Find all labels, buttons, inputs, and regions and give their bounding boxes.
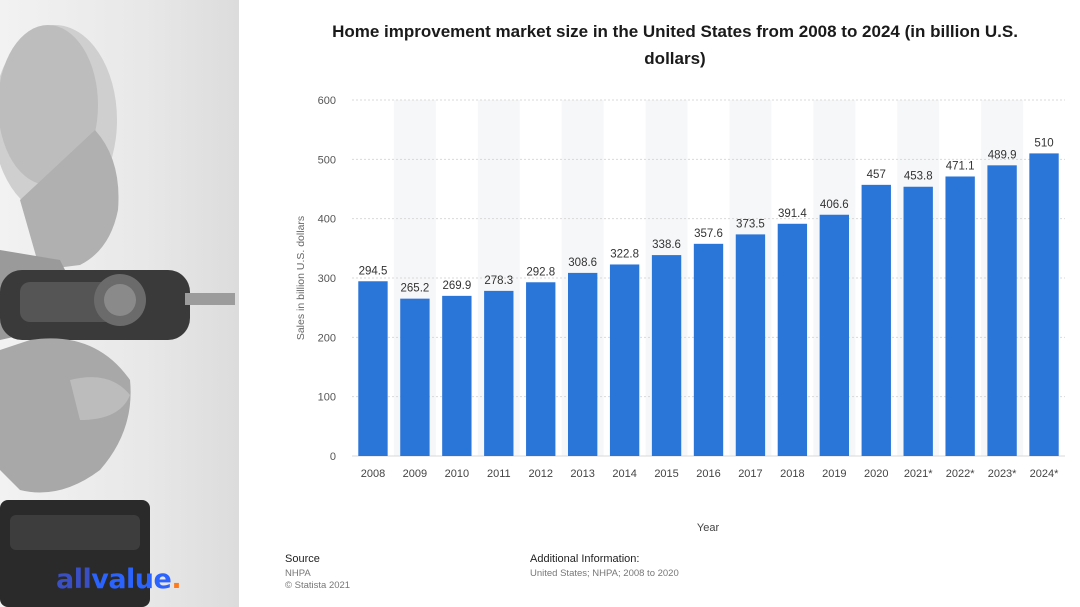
x-tick-label: 2017 [738,468,762,480]
bar-2010[interactable] [442,295,472,456]
value-label: 357.6 [694,228,723,240]
value-label: 269.9 [442,280,471,292]
x-tick-label: 2008 [361,468,385,480]
promo-photo: allvalue. [0,0,239,607]
x-tick-label: 2014 [612,468,636,480]
value-label: 308.6 [568,257,597,269]
y-axis-title: Sales in billion U.S. dollars [295,216,307,340]
value-label: 338.6 [652,239,681,251]
value-label: 457 [867,169,886,181]
bar-2022*[interactable] [945,176,975,457]
x-tick-label: 2020 [864,468,888,480]
y-tick-label: 200 [318,332,336,344]
x-axis-title: Year [697,522,720,534]
source-label: Source [285,553,320,565]
bar-2012[interactable] [526,282,556,456]
x-tick-label: 2019 [822,468,846,480]
bar-2015[interactable] [651,255,682,456]
x-tick-label: 2018 [780,468,804,480]
value-label: 322.8 [610,248,639,260]
bar-2019[interactable] [819,214,850,456]
bar-2017[interactable] [735,234,766,456]
y-tick-label: 0 [330,451,336,463]
additional-info-label: Additional Information: [530,553,640,565]
source-block: Source NHPA © Statista 2021 [285,553,350,592]
additional-info-text: United States; NHPA; 2008 to 2020 [530,568,679,579]
brand-logo: allvalue. [56,564,182,595]
x-tick-label: 2010 [445,468,469,480]
bar-chart: 294.5 265.2 269.9 278.3 292.8 308.6 322.8 338.6… [295,95,1065,534]
y-tick-label: 600 [318,95,336,107]
y-tick-label: 100 [318,392,336,404]
x-tick-label: 2024* [1030,468,1059,480]
x-tick-label: 2023* [988,468,1017,480]
bar-2009[interactable] [400,298,430,456]
bar-2020[interactable] [861,184,891,456]
bar-2011[interactable] [484,290,514,456]
value-label: 471.1 [946,160,975,172]
copyright: © Statista 2021 [285,580,351,591]
x-tick-label: 2016 [696,468,720,480]
x-tick-label: 2013 [570,468,594,480]
value-label: 292.8 [526,266,555,278]
x-tick-label: 2022* [946,468,975,480]
y-tick-label: 400 [318,214,336,226]
bar-2021*[interactable] [903,186,933,456]
bar-2016[interactable] [693,243,724,456]
x-tick-label: 2011 [487,468,511,480]
value-label: 391.4 [778,208,807,220]
x-tick-label: 2009 [403,468,427,480]
value-label: 489.9 [988,149,1017,161]
x-tick-label: 2021* [904,468,933,480]
chart-title: Home improvement market size in the Unit… [332,22,1018,68]
chart-panel: Home improvement market size in the Unit… [270,8,1076,598]
value-label: 453.8 [904,171,933,183]
additional-info-block: Additional Information: United States; N… [530,553,679,580]
value-label: 406.6 [820,199,849,211]
x-tick-label: 2015 [654,468,678,480]
value-label: 265.2 [401,283,430,295]
value-label: 278.3 [484,275,513,287]
bar-2024*[interactable] [1029,153,1059,456]
man-with-drill-illustration [0,25,235,607]
value-label: 373.5 [736,218,765,230]
x-tick-label: 2012 [528,468,552,480]
bar-2018[interactable] [777,223,808,456]
bar-2008[interactable] [358,281,388,456]
y-tick-label: 300 [318,273,336,285]
value-label: 510 [1034,137,1053,149]
bar-2014[interactable] [609,264,640,456]
source-name: NHPA [285,568,311,579]
value-label: 294.5 [359,265,388,277]
y-tick-label: 500 [318,154,336,166]
bar-2013[interactable] [567,272,598,456]
bar-2023*[interactable] [987,165,1017,457]
